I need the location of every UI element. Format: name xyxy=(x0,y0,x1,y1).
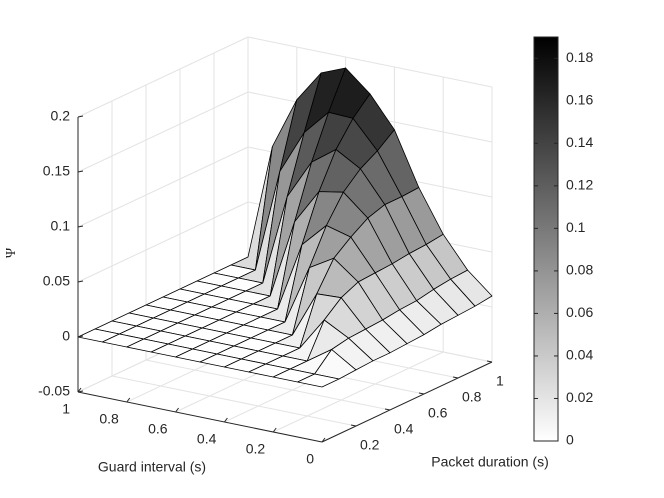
y-tick xyxy=(452,376,459,379)
y-tick-label: 0.2 xyxy=(360,437,380,453)
z-tick-label: 0.15 xyxy=(43,163,70,179)
y-tick xyxy=(384,408,391,411)
x-tick xyxy=(126,397,131,403)
colorbar-tick-label: 0.06 xyxy=(566,304,593,320)
colorbar: 0 0.02 0.04 0.06 0.08 0.1 0.12 0.14 0.16 0.18 xyxy=(533,36,593,448)
y-axis-label: Packet duration (s) xyxy=(431,454,549,470)
z-tick xyxy=(77,390,84,393)
grid-line xyxy=(272,351,444,433)
colorbar-tick-label: 0.12 xyxy=(566,177,593,193)
z-tick xyxy=(77,280,84,283)
x-tick-label: 0.4 xyxy=(197,431,217,447)
axis-line xyxy=(77,391,323,443)
z-axis-label: Ψ xyxy=(4,247,19,258)
grid-line xyxy=(77,91,249,173)
x-tick xyxy=(223,417,228,423)
z-tick xyxy=(77,170,84,173)
z-tick-label: 0.05 xyxy=(43,273,70,289)
axis-line xyxy=(321,361,493,443)
grid-line xyxy=(145,359,391,411)
z-tick-label: -0.05 xyxy=(38,383,70,399)
colorbar-tick-label: 0.16 xyxy=(566,91,593,107)
y-tick xyxy=(350,424,357,427)
x-tick-label: 0 xyxy=(306,451,314,467)
y-tick-label: 0.6 xyxy=(428,405,448,421)
z-tick-label: 0.2 xyxy=(51,108,71,124)
x-tick xyxy=(77,387,82,393)
colorbar-tick-label: 0.02 xyxy=(566,389,593,405)
x-tick-label: 1 xyxy=(62,401,70,417)
z-tick xyxy=(77,115,84,118)
x-tick-label: 0.2 xyxy=(246,441,266,457)
x-tick-label: 0.8 xyxy=(99,411,119,427)
z-tick-label: 0 xyxy=(62,328,70,344)
x-tick xyxy=(272,427,277,433)
colorbar-tick-label: 0.04 xyxy=(566,347,593,363)
x-tick xyxy=(175,407,180,413)
z-tick xyxy=(77,225,84,228)
colorbar-tick-label: 0.08 xyxy=(566,262,593,278)
y-tick xyxy=(418,392,425,395)
grid-line xyxy=(247,36,493,88)
x-axis-label: Guard interval (s) xyxy=(98,459,206,475)
grid-line xyxy=(111,375,357,427)
x-tick-label: 0.6 xyxy=(148,421,168,437)
colorbar-tick-label: 0.14 xyxy=(566,134,593,150)
surface xyxy=(77,67,493,388)
z-tick xyxy=(77,335,84,338)
surface-cell xyxy=(297,373,340,388)
y-tick-label: 0.4 xyxy=(394,421,414,437)
labels: -0.05 0 0.05 0.1 0.15 0.2 0 0.2 0.4 0.6 0.8 1 0.2 0.4… xyxy=(38,108,504,467)
grid-line xyxy=(77,36,249,118)
colorbar-tick-label: 0 xyxy=(566,432,574,448)
grid-line xyxy=(77,201,249,283)
y-tick-label: 1 xyxy=(496,373,504,389)
colorbar-tick-label: 0.1 xyxy=(566,219,586,235)
x-tick xyxy=(321,437,326,443)
y-tick xyxy=(486,360,493,363)
z-tick-label: 0.1 xyxy=(51,218,71,234)
grid-line xyxy=(77,146,249,228)
colorbar-scale xyxy=(533,36,559,442)
y-tick-label: 0.8 xyxy=(462,389,482,405)
colorbar-tick-label: 0.18 xyxy=(566,49,593,65)
